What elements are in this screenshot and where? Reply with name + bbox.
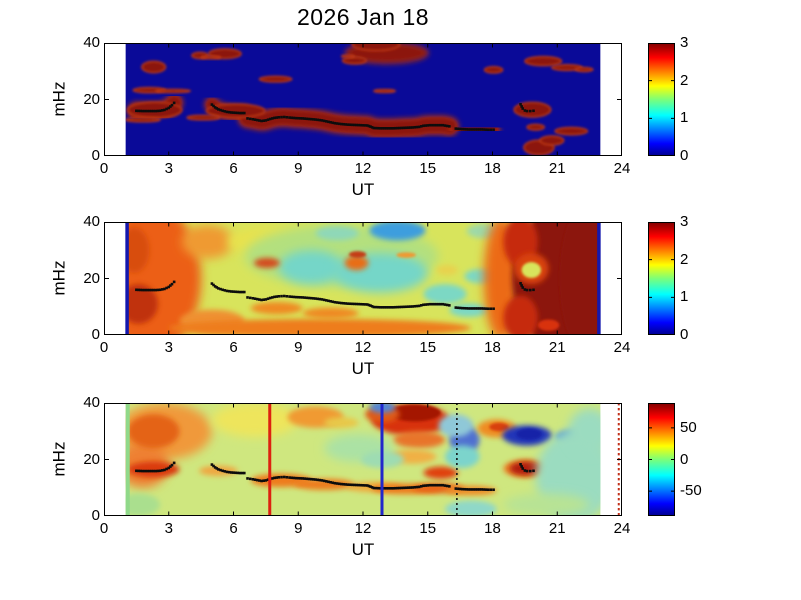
x-tick-label: 24 bbox=[613, 160, 631, 177]
colorbar-tick-label: -50 bbox=[680, 482, 702, 500]
panel-1-filtered-power-canvas bbox=[104, 43, 622, 156]
panel-3-plot bbox=[104, 403, 622, 516]
spectrogram bbox=[125, 222, 601, 335]
y-tick-label: 20 bbox=[83, 269, 100, 287]
spectrogram bbox=[125, 403, 601, 516]
panel-3-colorbar bbox=[648, 403, 675, 516]
panel-3-x-axis-label: UT bbox=[351, 540, 375, 559]
x-tick-label: 0 bbox=[99, 160, 109, 177]
y-tick-label: 0 bbox=[91, 326, 100, 343]
ridge-trace-dots bbox=[135, 280, 535, 311]
y-tick-label: 40 bbox=[83, 394, 100, 411]
y-tick-label: 40 bbox=[83, 213, 100, 230]
x-tick-label: 9 bbox=[294, 520, 303, 537]
x-tick-label: 12 bbox=[354, 520, 372, 537]
x-tick-label: 6 bbox=[229, 160, 238, 177]
x-tick-label: 3 bbox=[164, 339, 173, 356]
panel-1-plot bbox=[104, 43, 622, 156]
x-tick-label: 12 bbox=[354, 339, 372, 356]
panel-1-x-axis-label: UT bbox=[351, 180, 375, 199]
x-tick-label: 21 bbox=[548, 520, 566, 537]
x-tick-label: 6 bbox=[229, 339, 238, 356]
x-tick-label: 3 bbox=[164, 520, 173, 537]
colorbar-tick-label: 3 bbox=[680, 213, 689, 230]
x-tick-label: 24 bbox=[613, 339, 631, 356]
y-tick-label: 20 bbox=[83, 450, 100, 468]
y-tick-label: 0 bbox=[91, 147, 100, 164]
x-tick-label: 21 bbox=[548, 160, 566, 177]
x-tick-label: 15 bbox=[419, 160, 437, 177]
x-tick-label: 15 bbox=[419, 339, 437, 356]
panel-2-colorbar bbox=[648, 222, 675, 335]
ridge-trace-dots bbox=[135, 101, 535, 132]
colorbar-tick-label: 2 bbox=[680, 71, 689, 89]
x-tick-label: 3 bbox=[164, 160, 173, 177]
colorbar-tick-label: 1 bbox=[680, 288, 689, 306]
x-tick-label: 9 bbox=[294, 160, 303, 177]
panel-2-plot bbox=[104, 222, 622, 335]
x-tick-label: 6 bbox=[229, 520, 238, 537]
y-tick-label: 40 bbox=[83, 34, 100, 51]
colorbar-tick-label: 3 bbox=[680, 34, 689, 51]
x-tick-label: 24 bbox=[613, 520, 631, 537]
panel-3-power-difference-canvas bbox=[104, 403, 622, 516]
colorbar-tick-label: 2 bbox=[680, 250, 689, 268]
x-tick-label: 9 bbox=[294, 339, 303, 356]
x-tick-label: 0 bbox=[99, 339, 109, 356]
x-tick-label: 15 bbox=[419, 520, 437, 537]
panel-2-x-axis-label: UT bbox=[351, 359, 375, 378]
spectrogram bbox=[125, 43, 601, 156]
colorbar-tick-label: 50 bbox=[680, 418, 697, 436]
x-tick-label: 18 bbox=[484, 339, 501, 356]
panel-3-power-difference-colorbar-canvas bbox=[648, 403, 675, 516]
figure-title: 2026 Jan 18 bbox=[296, 4, 430, 30]
panel-1-filtered-power-colorbar-canvas bbox=[648, 43, 675, 156]
x-tick-label: 0 bbox=[99, 520, 109, 537]
colorbar-tick-label: 0 bbox=[680, 450, 689, 468]
x-tick-label: 18 bbox=[484, 520, 501, 537]
y-tick-label: 20 bbox=[83, 90, 100, 108]
y-tick-label: 0 bbox=[91, 507, 100, 524]
panel-1-colorbar bbox=[648, 43, 675, 156]
colorbar-tick-label: 1 bbox=[680, 109, 689, 127]
panel-2-power-spectrogram-colorbar-canvas bbox=[648, 222, 675, 335]
x-tick-label: 12 bbox=[354, 160, 372, 177]
x-tick-label: 18 bbox=[484, 160, 501, 177]
x-tick-label: 21 bbox=[548, 339, 566, 356]
panel-2-power-spectrogram-canvas bbox=[104, 222, 622, 335]
colorbar-tick-label: 0 bbox=[680, 326, 689, 343]
colorbar-tick-label: 0 bbox=[680, 147, 689, 164]
